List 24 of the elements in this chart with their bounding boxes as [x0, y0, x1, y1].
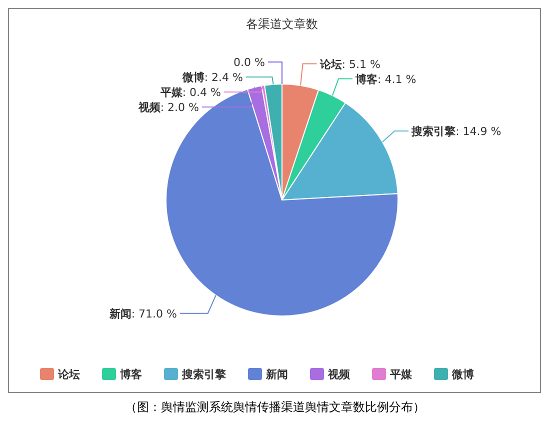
data-label: : 5.1 %: [342, 58, 380, 71]
slice-label: 平媒: [159, 86, 184, 99]
legend-label: 博客: [119, 368, 142, 381]
legend-label: 视频: [327, 368, 351, 381]
slice-label: 搜索引擎: [410, 125, 457, 138]
data-label: : 14.9 %: [456, 125, 502, 138]
data-label: : 71.0 %: [131, 307, 177, 320]
slice-label: 博客: [354, 72, 378, 86]
slice-label: 微博: [181, 71, 204, 84]
legend-label: 搜索引擎: [181, 368, 227, 381]
data-label: : 2.4 %: [204, 71, 243, 84]
data-label: : 0.4 %: [182, 86, 221, 99]
legend-label: 新闻: [265, 368, 288, 381]
data-label: : 2.0 %: [160, 101, 199, 114]
data-label: : 4.1 %: [378, 72, 416, 86]
slice-label: 视频: [137, 101, 162, 114]
slice-label: 新闻: [108, 307, 132, 320]
text: （图：舆情监测系统舆情传播渠道舆情文章数比例分布）: [125, 400, 425, 414]
legend-label: 论坛: [57, 368, 80, 381]
legend-label: 微博: [451, 368, 474, 381]
chart-title: 各渠道文章数: [246, 17, 318, 31]
legend-label: 平媒: [389, 368, 413, 381]
text: 0.0 %: [234, 56, 265, 69]
slice-label: 论坛: [318, 58, 342, 71]
